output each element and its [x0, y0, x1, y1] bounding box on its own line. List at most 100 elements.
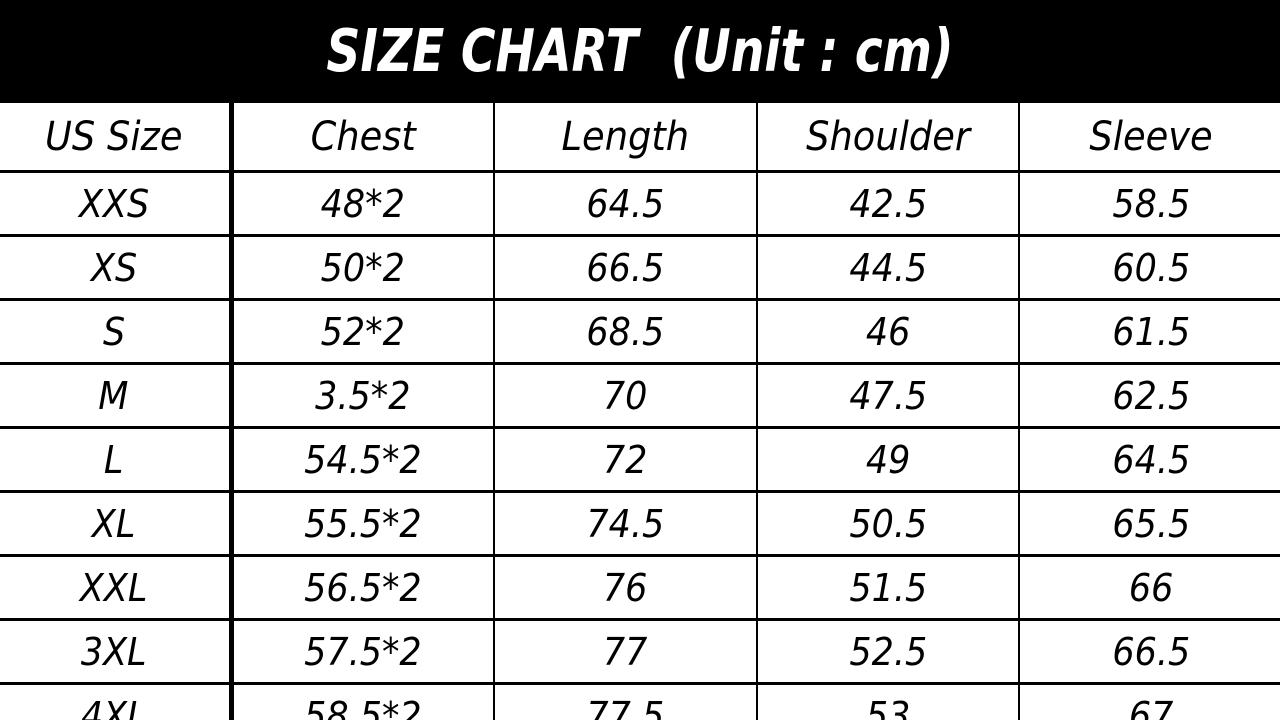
cell-length-value: 72 [603, 437, 648, 482]
header-row: US Size Chest Length Shoulder Sleeve [0, 101, 1280, 172]
cell-chest: 54.5*2 [231, 426, 495, 492]
cell-length: 64.5 [494, 170, 758, 236]
cell-chest: 57.5*2 [231, 618, 495, 684]
cell-chest: 52*2 [231, 298, 495, 364]
column-header-sleeve: Sleeve [1019, 102, 1280, 172]
cell-size: 4XL [0, 682, 234, 720]
cell-size: S [0, 298, 234, 364]
column-header-shoulder-label: Shoulder [806, 113, 970, 160]
cell-shoulder: 53 [757, 682, 1020, 720]
cell-sleeve: 65.5 [1019, 490, 1280, 556]
cell-shoulder-value: 52.5 [849, 629, 927, 674]
cell-size-value: S [102, 309, 125, 354]
cell-sleeve: 66 [1019, 554, 1280, 620]
cell-length-value: 70 [603, 373, 648, 418]
cell-length-value: 68.5 [586, 309, 665, 354]
cell-shoulder-value: 49 [865, 437, 911, 482]
table-row: XS 50*2 66.5 44.5 60.5 [0, 234, 1280, 300]
cell-chest-value: 48*2 [321, 181, 406, 226]
cell-sleeve-value: 62.5 [1112, 373, 1190, 418]
cell-sleeve-value: 67 [1128, 693, 1174, 720]
cell-chest-value: 54.5*2 [304, 437, 423, 482]
table-row: S 52*2 68.5 46 61.5 [0, 298, 1280, 364]
cell-sleeve-value: 65.5 [1112, 501, 1190, 546]
cell-shoulder: 49 [757, 426, 1020, 492]
cell-chest: 56.5*2 [231, 554, 495, 620]
cell-shoulder-value: 46 [865, 309, 911, 354]
cell-length-value: 77 [603, 629, 648, 674]
cell-length: 70 [494, 362, 758, 428]
cell-length-value: 77.5 [586, 693, 665, 720]
cell-sleeve: 61.5 [1019, 298, 1280, 364]
cell-sleeve-value: 64.5 [1112, 437, 1190, 482]
cell-shoulder: 51.5 [757, 554, 1020, 620]
cell-length-value: 74.5 [586, 501, 665, 546]
cell-size: M [0, 362, 234, 428]
cell-size-value: XXS [78, 181, 149, 226]
table-row: 4XL 58.5*2 77.5 53 67 [0, 682, 1280, 720]
cell-shoulder: 42.5 [757, 170, 1020, 236]
cell-sleeve: 60.5 [1019, 234, 1280, 300]
cell-size-value: M [98, 373, 129, 418]
cell-length: 77.5 [494, 682, 758, 720]
cell-sleeve: 66.5 [1019, 618, 1280, 684]
size-chart-table: US Size Chest Length Shoulder Sleeve XXS… [0, 100, 1280, 720]
column-header-chest: Chest [231, 101, 495, 172]
table-header: US Size Chest Length Shoulder Sleeve [0, 101, 1280, 172]
cell-shoulder-value: 53 [865, 693, 911, 720]
cell-size-value: XS [90, 245, 137, 290]
cell-length: 66.5 [494, 234, 758, 300]
cell-sleeve-value: 66 [1128, 565, 1174, 610]
cell-shoulder-value: 51.5 [849, 565, 927, 610]
cell-size-value: L [104, 437, 124, 482]
cell-shoulder-value: 44.5 [849, 245, 927, 290]
cell-sleeve-value: 58.5 [1112, 181, 1190, 226]
cell-sleeve-value: 61.5 [1112, 309, 1190, 354]
cell-chest-value: 58.5*2 [304, 693, 423, 720]
table-row: XXS 48*2 64.5 42.5 58.5 [0, 170, 1280, 236]
cell-size: XL [0, 490, 234, 556]
cell-shoulder-value: 42.5 [849, 181, 927, 226]
cell-shoulder-value: 47.5 [849, 373, 927, 418]
cell-length: 72 [494, 426, 758, 492]
cell-sleeve: 67 [1019, 682, 1280, 720]
column-header-chest-label: Chest [310, 113, 416, 160]
table-row: L 54.5*2 72 49 64.5 [0, 426, 1280, 492]
column-header-length-label: Length [561, 113, 690, 160]
table-row: 3XL 57.5*2 77 52.5 66.5 [0, 618, 1280, 684]
cell-shoulder: 47.5 [757, 362, 1020, 428]
cell-shoulder: 52.5 [757, 618, 1020, 684]
column-header-length: Length [494, 101, 758, 172]
cell-size: 3XL [0, 618, 234, 684]
cell-size: XXS [0, 170, 234, 236]
column-header-us-size-label: US Size [44, 113, 183, 160]
cell-shoulder-value: 50.5 [849, 501, 927, 546]
cell-chest-value: 55.5*2 [304, 501, 423, 546]
column-header-shoulder: Shoulder [757, 101, 1020, 172]
cell-size-value: XL [92, 501, 136, 546]
cell-chest-value: 57.5*2 [304, 629, 423, 674]
cell-chest: 50*2 [231, 234, 495, 300]
cell-chest-value: 50*2 [321, 245, 406, 290]
table-body: XXS 48*2 64.5 42.5 58.5 XS 50*2 66.5 44.5 60.5 S… [0, 170, 1280, 720]
cell-size-value: 3XL [80, 629, 147, 674]
cell-length-value: 76 [603, 565, 648, 610]
cell-size-value: XXL [80, 565, 148, 610]
cell-size-value: 4XL [80, 693, 147, 720]
table-row: M 3.5*2 70 47.5 62.5 [0, 362, 1280, 428]
cell-shoulder: 44.5 [757, 234, 1020, 300]
cell-size: L [0, 426, 234, 492]
cell-length: 76 [494, 554, 758, 620]
cell-size: XXL [0, 554, 234, 620]
cell-sleeve: 64.5 [1019, 426, 1280, 492]
cell-chest: 48*2 [231, 170, 495, 236]
cell-chest: 3.5*2 [231, 362, 495, 428]
size-chart-table-container: US Size Chest Length Shoulder Sleeve XXS… [0, 100, 1280, 720]
cell-chest-value: 3.5*2 [315, 373, 411, 418]
table-row: XXL 56.5*2 76 51.5 66 [0, 554, 1280, 620]
table-row: XL 55.5*2 74.5 50.5 65.5 [0, 490, 1280, 556]
cell-sleeve-value: 66.5 [1112, 629, 1190, 674]
cell-sleeve: 58.5 [1019, 170, 1280, 236]
cell-sleeve: 62.5 [1019, 362, 1280, 428]
